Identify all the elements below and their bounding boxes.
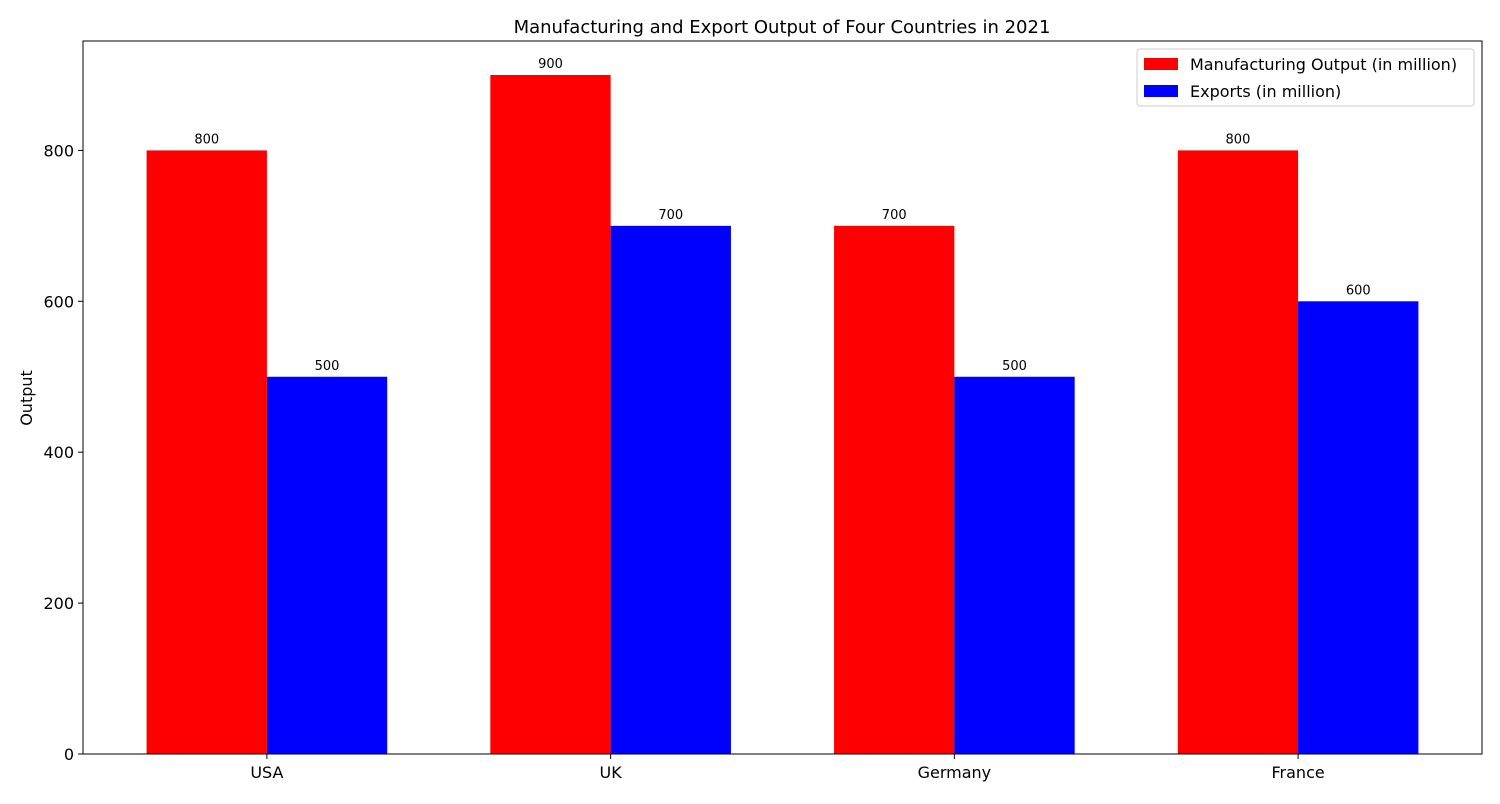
x-axis-ticks: USA UK Germany France xyxy=(250,754,1325,782)
y-axis-ticks: 0 200 400 600 800 xyxy=(43,141,83,764)
bar-exports-france xyxy=(1298,301,1419,754)
data-label-exports-uk: 700 xyxy=(658,208,683,223)
data-label-manufacturing-germany: 700 xyxy=(882,208,907,223)
data-label-exports-usa: 500 xyxy=(315,359,340,374)
x-tick-label: France xyxy=(1272,763,1325,782)
data-label-manufacturing-usa: 800 xyxy=(194,132,219,147)
x-tick-label: Germany xyxy=(918,763,992,782)
y-axis-label: Output xyxy=(17,370,36,426)
bar-manufacturing-france xyxy=(1177,150,1299,755)
bar-manufacturing-germany xyxy=(834,225,955,754)
data-label-manufacturing-france: 800 xyxy=(1226,132,1251,147)
legend-swatch-manufacturing xyxy=(1144,58,1178,70)
y-tick-label: 0 xyxy=(64,745,74,764)
data-label-exports-germany: 500 xyxy=(1002,359,1027,374)
chart-title: Manufacturing and Export Output of Four … xyxy=(514,17,1051,38)
legend-label-manufacturing: Manufacturing Output (in million) xyxy=(1190,55,1457,74)
y-tick-label: 400 xyxy=(43,443,74,462)
y-tick-label: 200 xyxy=(43,594,74,613)
x-tick-label: USA xyxy=(250,763,283,782)
data-labels-group: 800 900 700 800 500 700 500 600 xyxy=(194,57,1370,374)
x-tick-label: UK xyxy=(600,763,623,782)
bars-group xyxy=(146,74,1419,755)
data-label-exports-france: 600 xyxy=(1346,283,1371,298)
legend-swatch-exports xyxy=(1144,85,1178,97)
y-tick-label: 600 xyxy=(43,292,74,311)
bar-exports-uk xyxy=(610,225,731,754)
bar-manufacturing-uk xyxy=(490,74,611,754)
data-label-manufacturing-uk: 900 xyxy=(538,57,563,72)
bar-manufacturing-usa xyxy=(146,150,267,755)
bar-exports-germany xyxy=(954,376,1075,754)
plot-frame xyxy=(82,40,1483,755)
y-tick-label: 800 xyxy=(43,141,74,160)
bar-exports-usa xyxy=(266,376,388,754)
legend-label-exports: Exports (in million) xyxy=(1190,82,1341,101)
legend: Manufacturing Output (in million) Exports… xyxy=(1136,48,1475,107)
legend-box xyxy=(1136,48,1475,107)
